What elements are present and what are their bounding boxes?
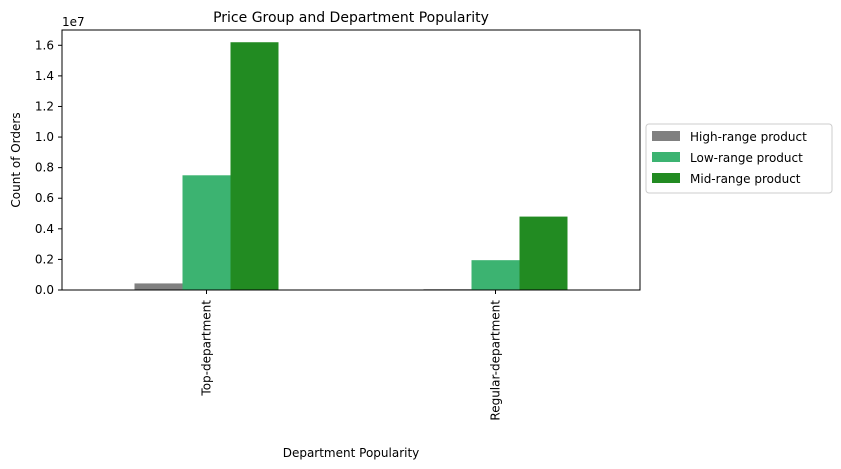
legend-frame: [645, 123, 833, 194]
y-axis-label: Count of Orders: [9, 112, 23, 207]
legend-label: High-range product: [690, 130, 807, 144]
plot-frame: [61, 29, 641, 291]
legend-label: Mid-range product: [690, 172, 801, 186]
x-tick-label: Regular-department: [489, 300, 503, 421]
x-axis-label: Department Popularity: [283, 446, 420, 460]
y-offset-label: 1e7: [62, 15, 85, 29]
bar-mid-range-product-1: [519, 216, 568, 290]
y-tick-label: 1.2: [35, 99, 54, 113]
bar-low-range-product-0: [182, 175, 231, 290]
y-tick-label: 0.8: [35, 161, 54, 175]
bar-mid-range-product-0: [230, 42, 279, 291]
y-tick-label: 1.0: [35, 130, 54, 144]
legend: High-range product Low-range product Mid-r…: [645, 123, 833, 194]
y-tick-label: 0.2: [35, 252, 54, 266]
y-tick-label: 0.6: [35, 191, 54, 205]
legend-label: Low-range product: [690, 151, 803, 165]
x-tick-label: Top-department: [200, 300, 214, 397]
legend-swatch: [652, 131, 680, 141]
x-axis: Top-department Regular-department: [200, 290, 503, 421]
legend-swatch: [652, 152, 680, 162]
chart-title: Price Group and Department Popularity: [213, 10, 489, 26]
y-tick-label: 1.4: [35, 69, 54, 83]
bar-high-range-product-0: [134, 283, 183, 290]
y-axis: 0.0 0.2 0.4 0.6 0.8 1.0 1.2 1.4 1.6: [35, 38, 62, 297]
y-tick-label: 1.6: [35, 38, 54, 52]
y-tick-label: 0.4: [35, 222, 54, 236]
bar-low-range-product-1: [471, 260, 520, 290]
y-tick-label: 0.0: [35, 283, 54, 297]
legend-swatch: [652, 173, 680, 183]
bars-layer: [134, 42, 568, 291]
